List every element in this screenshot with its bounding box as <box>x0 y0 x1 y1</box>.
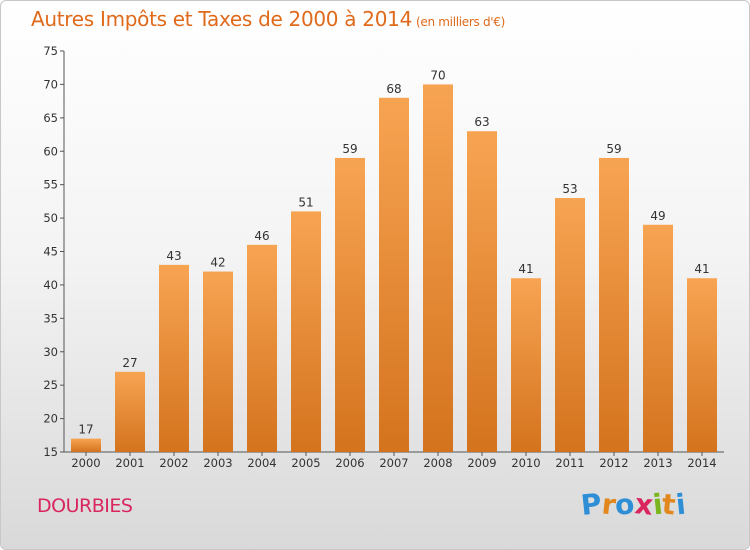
value-label-2006: 59 <box>342 142 357 156</box>
bar-2012 <box>599 157 629 452</box>
bar-2007 <box>379 97 409 453</box>
x-tick-label-2014: 2014 <box>687 456 716 470</box>
value-label-2004: 46 <box>254 229 269 243</box>
value-label-2010: 41 <box>518 262 533 276</box>
bar-2010 <box>511 278 541 452</box>
y-tick-label: 15 <box>43 445 58 459</box>
y-tick-label: 75 <box>43 44 58 58</box>
bar-2001 <box>115 371 145 452</box>
commune-name: DOURBIES <box>37 495 133 517</box>
x-tick-label-2013: 2013 <box>643 456 672 470</box>
y-tick-label: 20 <box>43 412 58 426</box>
bar-2003 <box>203 271 233 452</box>
chart-title: Autres Impôts et Taxes de 2000 à 2014 (en… <box>31 7 505 31</box>
x-tick-label-2008: 2008 <box>423 456 452 470</box>
y-tick-label: 55 <box>43 178 58 192</box>
value-label-2013: 49 <box>650 209 665 223</box>
x-tick-label-2010: 2010 <box>511 456 540 470</box>
y-tick-label: 30 <box>43 345 58 359</box>
x-tick-label-2011: 2011 <box>555 456 584 470</box>
x-tick-label-2002: 2002 <box>159 456 188 470</box>
value-label-2003: 42 <box>210 256 225 270</box>
value-label-2000: 17 <box>78 423 93 437</box>
y-tick-label: 45 <box>43 245 58 259</box>
value-label-2005: 51 <box>298 195 313 209</box>
x-tick-label-2004: 2004 <box>247 456 276 470</box>
value-label-2014: 41 <box>694 262 709 276</box>
x-tick-label-2009: 2009 <box>467 456 496 470</box>
bar-2005 <box>291 211 321 452</box>
y-tick-label: 35 <box>43 311 58 325</box>
x-tick-label-2006: 2006 <box>335 456 364 470</box>
bar-2011 <box>555 198 585 452</box>
x-tick-label-2012: 2012 <box>599 456 628 470</box>
bar-2006 <box>335 157 365 452</box>
chart-title-text: Autres Impôts et Taxes de 2000 à 2014 <box>31 7 412 31</box>
value-label-2008: 70 <box>430 68 445 82</box>
x-tick-label-2000: 2000 <box>71 456 100 470</box>
bar-2004 <box>247 244 277 452</box>
y-tick-label: 70 <box>43 77 58 91</box>
y-tick-label: 50 <box>43 211 58 225</box>
value-label-2002: 43 <box>166 249 181 263</box>
chart-unit: (en milliers d'€) <box>416 15 506 29</box>
y-tick-label: 60 <box>43 144 58 158</box>
logo-letter: i <box>673 487 687 522</box>
x-tick-label-2005: 2005 <box>291 456 320 470</box>
bar-2002 <box>159 264 189 452</box>
value-label-2001: 27 <box>122 356 137 370</box>
bar-2014 <box>687 278 717 452</box>
value-label-2007: 68 <box>386 82 401 96</box>
y-tick-label: 25 <box>43 378 58 392</box>
value-label-2009: 63 <box>474 115 489 129</box>
bar-2000 <box>71 438 101 452</box>
bar-2008 <box>423 84 453 453</box>
x-tick-label-2003: 2003 <box>203 456 232 470</box>
bar-2009 <box>467 131 497 452</box>
x-tick-label-2007: 2007 <box>379 456 408 470</box>
y-tick-label: 65 <box>43 111 58 125</box>
bar-2013 <box>643 224 673 452</box>
y-tick-label: 40 <box>43 278 58 292</box>
value-label-2012: 59 <box>606 142 621 156</box>
value-label-2011: 53 <box>562 182 577 196</box>
x-tick-label-2001: 2001 <box>115 456 144 470</box>
proxiti-logo: Proxiti <box>579 487 687 522</box>
